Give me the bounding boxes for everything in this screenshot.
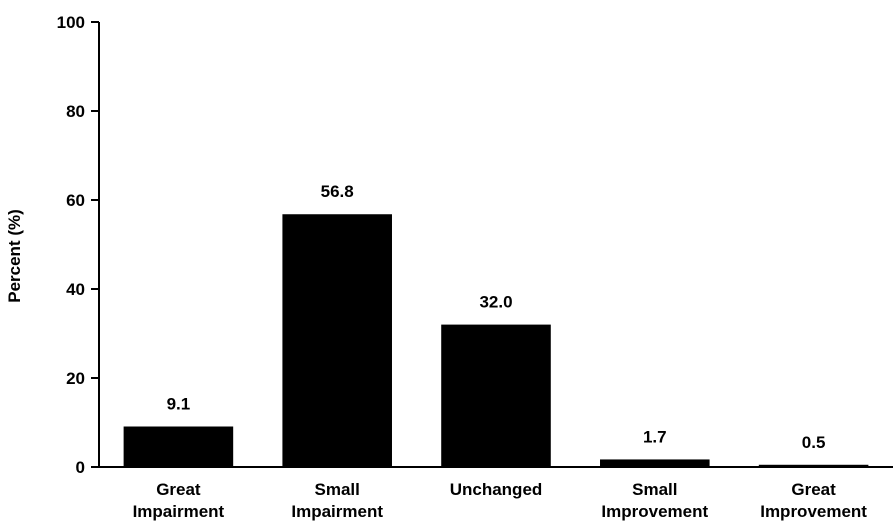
bar-value-label: 0.5	[802, 433, 826, 452]
category-label: Unchanged	[450, 480, 543, 499]
y-tick-label: 100	[57, 13, 85, 32]
bar	[282, 214, 392, 467]
category-label: Impairment	[291, 502, 383, 521]
y-tick-label: 60	[66, 191, 85, 210]
y-tick-label: 0	[76, 458, 85, 477]
bars	[123, 214, 869, 467]
bar-value-label: 9.1	[167, 395, 191, 414]
bar	[758, 464, 869, 467]
y-tick-label: 20	[66, 369, 85, 388]
category-label: Great	[791, 480, 836, 499]
value-labels: 9.1 56.8 32.0 1.7 0.5	[167, 182, 826, 452]
category-labels: Great Impairment Small Impairment Unchanged S…	[133, 480, 868, 521]
y-tick-label: 40	[66, 280, 85, 299]
bar	[123, 426, 234, 467]
y-axis-title: Percent (%)	[5, 209, 24, 303]
category-label: Impairment	[133, 502, 225, 521]
bar	[600, 459, 710, 467]
y-tick-label: 80	[66, 102, 85, 121]
category-label: Improvement	[601, 502, 708, 521]
category-label: Small	[632, 480, 677, 499]
bar-value-label: 32.0	[479, 293, 512, 312]
category-label: Great	[156, 480, 201, 499]
bar	[441, 324, 551, 467]
bar-value-label: 1.7	[643, 427, 667, 446]
y-axis-ticks: 0 20 40 60 80 100	[57, 13, 99, 477]
bar-value-label: 56.8	[321, 182, 354, 201]
category-label: Small	[315, 480, 360, 499]
category-label: Improvement	[760, 502, 867, 521]
